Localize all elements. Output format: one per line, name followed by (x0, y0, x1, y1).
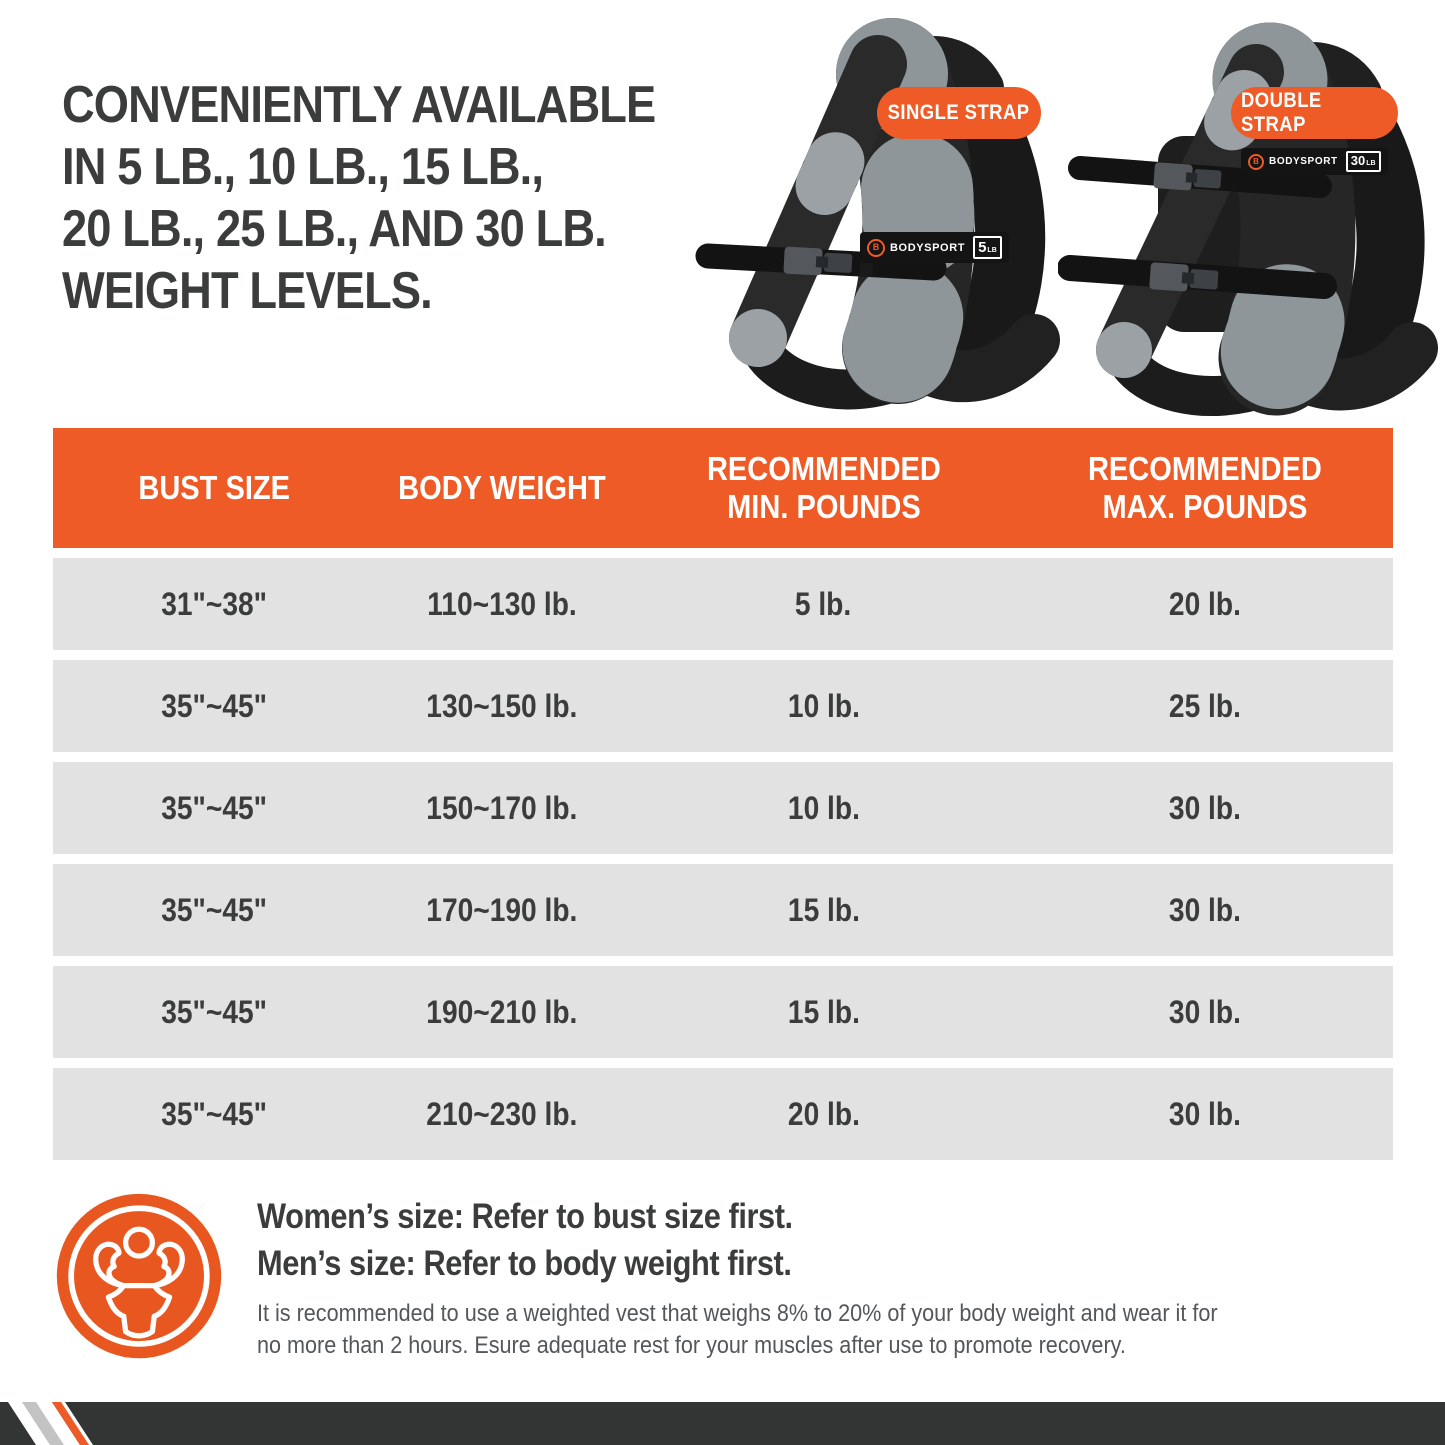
col-header-min-pounds: RECOMMENDED MIN. POUNDS (706, 450, 941, 525)
lower-buckle (1149, 262, 1219, 292)
table-row: 35"~45" 130~150 lb. 10 lb. 25 lb. (53, 660, 1393, 752)
single-strap-vest-image (695, 18, 1060, 410)
cell-body-weight: 210~230 lb. (426, 1095, 578, 1132)
cell-min-pounds: 5 lb. (795, 585, 852, 622)
bodysport-label-single: B BODYSPORT 5 LB (860, 232, 1009, 263)
cell-min-pounds: 20 lb. (787, 1095, 860, 1132)
cell-max-pounds: 30 lb. (1169, 993, 1242, 1030)
single-strap-badge-label: SINGLE STRAP (888, 101, 1030, 124)
table-row: 35"~45" 150~170 lb. 10 lb. 30 lb. (53, 762, 1393, 854)
cell-max-pounds: 20 lb. (1169, 585, 1242, 622)
table-row: 31"~38" 110~130 lb. 5 lb. 20 lb. (53, 558, 1393, 650)
cell-body-weight: 130~150 lb. (426, 687, 578, 724)
double-strap-badge: DOUBLE STRAP (1231, 87, 1398, 139)
table-row: 35"~45" 210~230 lb. 20 lb. 30 lb. (53, 1068, 1393, 1160)
cell-bust-size: 31"~38" (160, 585, 267, 622)
cell-min-pounds: 10 lb. (787, 687, 860, 724)
cell-max-pounds: 30 lb. (1169, 891, 1242, 928)
cell-bust-size: 35"~45" (160, 891, 267, 928)
weight-value: 5 (978, 238, 987, 256)
cell-max-pounds: 30 lb. (1169, 789, 1242, 826)
footer-bar (0, 1402, 1445, 1445)
muscle-man-icon (56, 1193, 222, 1359)
table-row: 35"~45" 190~210 lb. 15 lb. 30 lb. (53, 966, 1393, 1058)
cell-body-weight: 150~170 lb. (426, 789, 578, 826)
cell-min-pounds: 15 lb. (787, 891, 860, 928)
table-row: 35"~45" 170~190 lb. 15 lb. 30 lb. (53, 864, 1393, 956)
cell-body-weight: 170~190 lb. (426, 891, 578, 928)
weight-badge: 5 LB (973, 235, 1002, 260)
sizing-table: BUST SIZE BODY WEIGHT RECOMMENDED MIN. P… (53, 428, 1393, 1160)
womens-size-note: Women’s size: Refer to bust size first. (257, 1197, 793, 1236)
single-strap-badge: SINGLE STRAP (877, 87, 1041, 139)
weight-badge: 30 LB (1345, 151, 1381, 172)
cell-max-pounds: 25 lb. (1169, 687, 1242, 724)
double-strap-vest-image (1058, 22, 1438, 416)
table-header-row: BUST SIZE BODY WEIGHT RECOMMENDED MIN. P… (53, 428, 1393, 548)
cell-bust-size: 35"~45" (160, 993, 267, 1030)
mens-size-note: Men’s size: Refer to body weight first. (257, 1244, 792, 1283)
double-strap-badge-label: DOUBLE STRAP (1241, 89, 1322, 136)
bodysport-label-double: B BODYSPORT 30 LB (1241, 148, 1388, 175)
weight-unit: LB (1366, 160, 1376, 168)
cell-bust-size: 35"~45" (160, 789, 267, 826)
cell-min-pounds: 10 lb. (787, 789, 860, 826)
cell-bust-size: 35"~45" (160, 687, 267, 724)
upper-buckle (1153, 162, 1222, 191)
footer-stripes-decoration (8, 1402, 93, 1445)
bodysport-logo-icon: B (1248, 153, 1264, 170)
weight-value: 30 (1350, 153, 1366, 169)
cell-bust-size: 35"~45" (160, 1095, 267, 1132)
col-header-body-weight: BODY WEIGHT (398, 469, 606, 506)
col-header-max-pounds: RECOMMENDED MAX. POUNDS (1088, 450, 1323, 525)
cell-body-weight: 190~210 lb. (426, 993, 578, 1030)
weight-unit: LB (987, 246, 997, 254)
col-header-bust-size: BUST SIZE (137, 469, 290, 506)
headline: CONVENIENTLY AVAILABLE IN 5 LB., 10 LB.,… (62, 76, 656, 320)
cell-min-pounds: 15 lb. (787, 993, 860, 1030)
brand-name: BODYSPORT (1269, 156, 1338, 167)
cell-body-weight: 110~130 lb. (427, 585, 577, 622)
brand-name: BODYSPORT (890, 241, 966, 254)
bodysport-logo-icon: B (867, 238, 885, 257)
cell-max-pounds: 30 lb. (1169, 1095, 1242, 1132)
usage-fine-print: It is recommended to use a weighted vest… (257, 1300, 1218, 1359)
